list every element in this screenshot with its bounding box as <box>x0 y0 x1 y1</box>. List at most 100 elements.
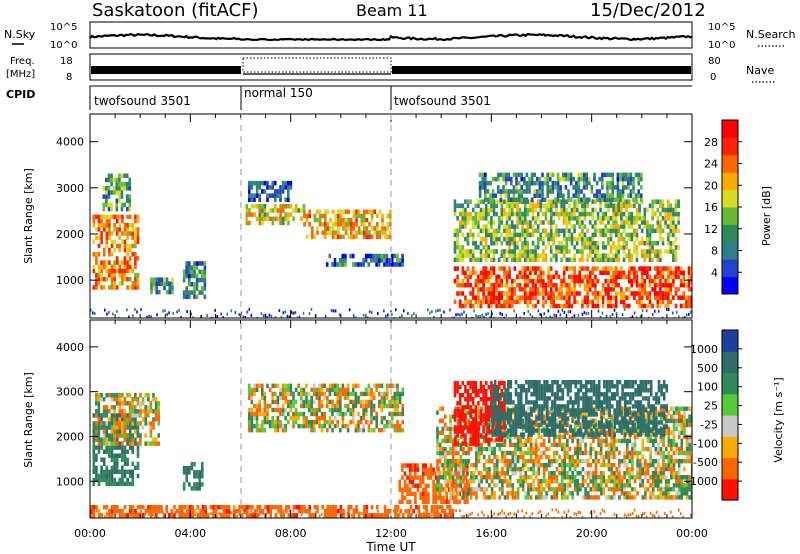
heatmap-cell <box>687 274 691 280</box>
heatmap-cell <box>674 211 678 217</box>
heatmap-cell <box>525 172 529 178</box>
heatmap-cell <box>261 407 264 413</box>
heatmap-cell <box>396 253 399 259</box>
heatmap-cell <box>614 257 618 263</box>
heatmap-cell <box>246 505 249 510</box>
heatmap-cell <box>591 291 595 296</box>
heatmap-cell <box>163 285 166 291</box>
heatmap-cell <box>589 487 593 492</box>
heatmap-cell <box>467 418 470 424</box>
heatmap-cell <box>581 495 585 500</box>
heatmap-cell <box>556 172 560 178</box>
heatmap-cell <box>547 207 550 213</box>
heatmap-cell <box>115 413 119 418</box>
heatmap-cell <box>510 207 514 213</box>
heatmap-cell <box>516 442 520 448</box>
heatmap-cell <box>401 495 404 501</box>
heatmap-cell <box>388 383 391 389</box>
heatmap-cell <box>646 236 649 242</box>
heatmap-cell <box>508 216 511 221</box>
heatmap-cell <box>637 172 640 178</box>
heatmap-cell <box>449 446 452 452</box>
heatmap-cell <box>368 222 371 227</box>
heatmap-cell <box>657 309 660 313</box>
heatmap-cell <box>534 270 537 276</box>
heatmap-cell <box>549 232 553 238</box>
heatmap-cell <box>318 399 321 405</box>
heatmap-cell <box>573 274 576 280</box>
heatmap-cell <box>260 312 263 316</box>
heatmap-cell <box>526 228 530 234</box>
heatmap-cell <box>635 220 639 225</box>
heatmap-cell <box>315 391 319 397</box>
heatmap-cell <box>113 433 116 438</box>
heatmap-cell <box>565 207 569 213</box>
heatmap-cell <box>383 226 387 231</box>
heatmap-cell <box>583 311 586 315</box>
heatmap-cell <box>477 487 481 492</box>
heatmap-cell <box>629 316 632 318</box>
heatmap-cell <box>552 291 556 296</box>
heatmap-cell <box>488 471 491 476</box>
heatmap-cell <box>550 406 554 411</box>
heatmap-cell <box>507 193 510 198</box>
heatmap-cell <box>274 189 277 194</box>
heatmap-cell <box>677 295 680 300</box>
heatmap-cell <box>474 211 478 217</box>
heatmap-cell <box>108 441 111 446</box>
heatmap-cell <box>121 477 124 483</box>
heatmap-cell <box>555 274 558 280</box>
heatmap-cell <box>118 268 122 274</box>
heatmap-cell <box>632 176 635 182</box>
heatmap-cell <box>303 213 306 219</box>
heatmap-cell <box>540 454 543 460</box>
heatmap-cell <box>370 505 374 510</box>
heatmap-cell <box>581 450 585 456</box>
heatmap-cell <box>516 240 519 246</box>
heatmap-cell <box>144 405 147 410</box>
heatmap-cell <box>493 471 496 476</box>
heatmap-cell <box>305 399 308 405</box>
heatmap-cell <box>591 249 595 254</box>
heatmap-cell <box>581 224 584 229</box>
heatmap-cell <box>461 266 465 271</box>
heatmap-cell <box>560 471 564 476</box>
heatmap-cell <box>490 216 493 221</box>
heatmap-cell <box>584 471 587 476</box>
heatmap-cell <box>495 299 498 305</box>
heatmap-cell <box>110 445 114 450</box>
heatmap-cell <box>302 311 305 315</box>
heatmap-cell <box>553 434 556 440</box>
heatmap-cell <box>276 216 280 222</box>
heatmap-cell <box>357 226 361 231</box>
heatmap-cell <box>640 197 643 203</box>
heatmap-cell <box>102 260 106 265</box>
heatmap-cell <box>339 391 342 397</box>
heatmap-cell <box>308 222 311 227</box>
heatmap-cell <box>383 423 386 429</box>
heatmap-cell <box>521 466 525 472</box>
heatmap-cell <box>513 257 517 263</box>
heatmap-cell <box>113 469 116 475</box>
heatmap-cell <box>115 453 119 458</box>
heatmap-cell <box>524 458 528 464</box>
heatmap-cell <box>609 257 613 263</box>
heatmap-cell <box>643 266 647 271</box>
heatmap-cell <box>201 462 204 467</box>
heatmap-cell <box>307 407 311 413</box>
heatmap-cell <box>331 262 334 267</box>
heatmap-cell <box>201 482 204 487</box>
heatmap-cell <box>263 399 267 405</box>
heatmap-cell <box>555 211 558 217</box>
heatmap-cell <box>605 442 608 448</box>
heatmap-cell <box>201 509 205 514</box>
heatmap-cell <box>596 295 600 300</box>
heatmap-cell <box>502 185 505 190</box>
heatmap-cell <box>659 203 662 209</box>
heatmap-cell <box>281 403 285 409</box>
heatmap-cell <box>523 245 527 250</box>
heatmap-cell <box>580 197 583 203</box>
heatmap-cell <box>659 224 662 229</box>
heatmap-cell <box>461 216 465 221</box>
heatmap-cell <box>588 282 592 288</box>
